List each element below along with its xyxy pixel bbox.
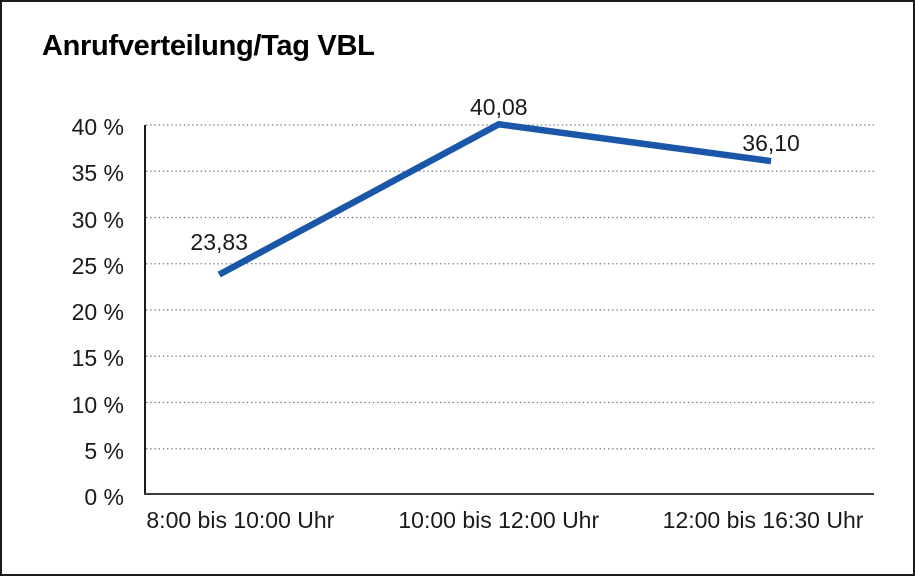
series-line xyxy=(217,120,772,278)
x-tick-label: 8:00 bis 10:00 Uhr xyxy=(146,507,335,533)
data-point-label: 40,08 xyxy=(469,94,528,121)
x-tick-label: 12:00 bis 16:30 Uhr xyxy=(662,507,864,533)
y-tick-label: 0 % xyxy=(84,484,124,510)
y-tick-label: 35 % xyxy=(71,160,124,187)
y-tick-label: 20 % xyxy=(71,299,124,325)
y-tick-label: 40 % xyxy=(71,114,124,140)
plot-area xyxy=(144,120,874,495)
y-tick-label: 5 % xyxy=(84,437,124,464)
data-point-label: 36,10 xyxy=(742,130,800,157)
x-tick-label: 10:00 bis 12:00 Uhr xyxy=(398,507,600,533)
y-tick-label: 30 % xyxy=(71,206,124,233)
y-tick-label: 15 % xyxy=(71,345,124,372)
y-tick-label: 25 % xyxy=(71,252,124,279)
data-point-label: 23,83 xyxy=(190,228,248,255)
y-tick-label: 10 % xyxy=(71,391,124,418)
chart-title: Anrufverteilung/Tag VBL xyxy=(42,30,375,62)
